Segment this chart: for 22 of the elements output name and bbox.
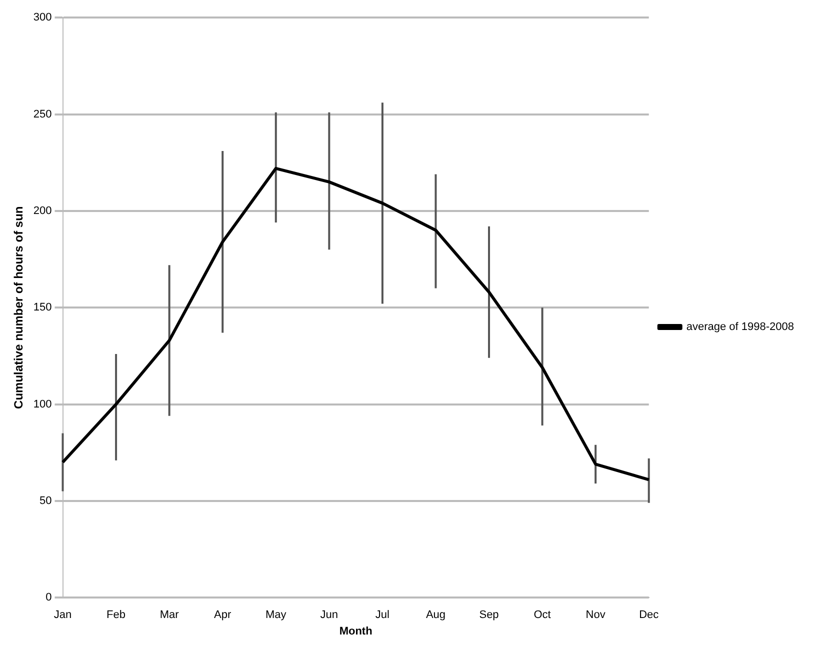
x-tick-label: May bbox=[265, 609, 287, 622]
legend-label: average of 1998-2008 bbox=[686, 321, 794, 334]
x-tick-label: Aug bbox=[426, 609, 446, 622]
y-tick-label: 100 bbox=[33, 398, 52, 410]
x-tick-label: Dec bbox=[639, 609, 660, 622]
x-tick-label: Jul bbox=[375, 609, 390, 622]
y-tick-label: 300 bbox=[33, 12, 52, 24]
y-tick-label: 150 bbox=[33, 302, 52, 314]
y-tick-label: 50 bbox=[40, 494, 52, 507]
y-tick-label: 200 bbox=[33, 204, 52, 217]
x-tick-label: Nov bbox=[586, 609, 606, 622]
x-tick-label: Mar bbox=[160, 609, 180, 622]
y-tick-label: 0 bbox=[46, 592, 52, 604]
x-tick-label: Apr bbox=[214, 609, 232, 622]
x-tick-label: Sep bbox=[479, 609, 499, 622]
y-axis-title: Cumulative number of hours of sun bbox=[12, 206, 26, 409]
x-tick-label: Jun bbox=[320, 609, 338, 622]
x-tick-label: Oct bbox=[534, 609, 551, 622]
x-tick-label: Feb bbox=[106, 609, 126, 622]
y-tick-label: 250 bbox=[33, 108, 52, 120]
x-tick-label: Jan bbox=[54, 609, 72, 622]
x-axis-title: Month bbox=[339, 625, 373, 638]
